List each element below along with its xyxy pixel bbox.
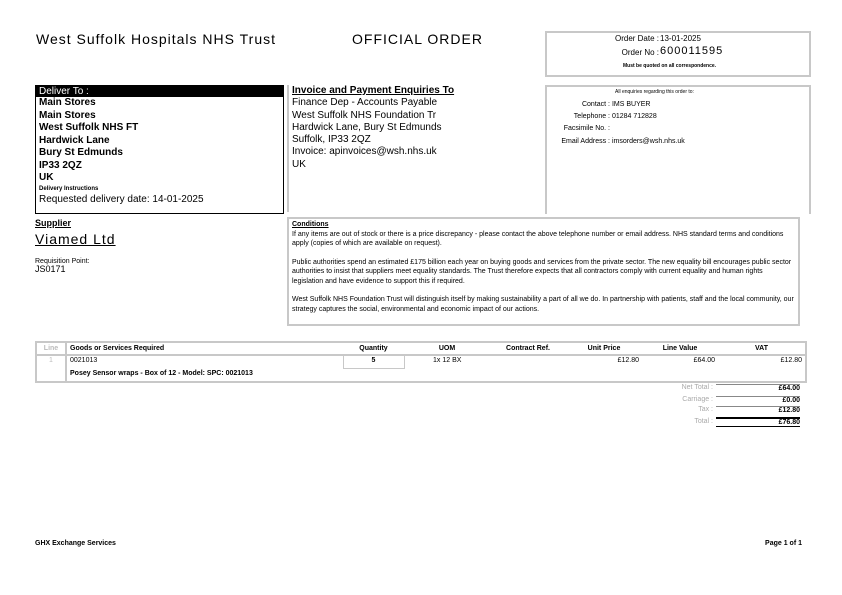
item-vat: £12.80 [780, 357, 802, 364]
invoice-enquiries: Invoice and Payment Enquiries To Finance… [287, 85, 547, 212]
col-unit-price: Unit Price [566, 342, 642, 356]
trust-name: West Suffolk Hospitals NHS Trust [36, 31, 276, 47]
conditions-heading: Conditions [292, 221, 329, 228]
fax-label: Facsimile No. : [563, 125, 610, 132]
line-number: 1 [36, 355, 67, 382]
invoice-line: Invoice: apinvoices@wsh.nhs.uk [292, 146, 437, 158]
table-row-description: Posey Sensor wraps - Box of 12 - Model: … [36, 369, 806, 383]
invoice-line: West Suffolk NHS Foundation Tr [292, 109, 437, 121]
supplier-name: Viamed Ltd [35, 231, 116, 247]
email: imsorders@wsh.nhs.uk [611, 138, 685, 145]
table-header-row: Line Goods or Services Required Quantity… [36, 342, 806, 356]
tax: £12.80 [716, 406, 800, 414]
tax-label: Tax : [698, 406, 713, 413]
item-quantity: 5 [342, 354, 405, 369]
conditions-paragraph: West Suffolk NHS Foundation Trust will d… [292, 296, 794, 313]
total-label: Total : [694, 418, 713, 425]
requisition-point: JS0171 [35, 264, 66, 274]
item-uom: 1x 12 BX [433, 357, 462, 364]
carriage: £0.00 [716, 396, 800, 404]
contact-label: Contact : [581, 101, 610, 108]
col-goods: Goods or Services Required [66, 342, 343, 356]
supplier-heading: Supplier [35, 218, 72, 228]
col-vat: VAT [718, 342, 806, 356]
deliver-to-box: Deliver To : Main Stores Main Stores Wes… [35, 85, 284, 214]
deliver-line: IP33 2QZ [39, 159, 82, 171]
document-title: OFFICIAL ORDER [352, 31, 483, 47]
col-line: Line [36, 342, 67, 356]
conditions-paragraph: If any items are out of stock or there i… [292, 230, 784, 248]
order-date: 13-01-2025 [660, 34, 701, 43]
order-info-box: Order Date : 13-01-2025 Order No : 60001… [545, 31, 811, 77]
delivery-instructions-label: Delivery Instructions [39, 185, 99, 192]
telephone: 01284 712828 [611, 113, 657, 120]
requisition-label: Requisition Point: [35, 258, 90, 265]
deliver-line: Main Stores [39, 109, 96, 121]
order-date-label: Order Date : [614, 34, 659, 43]
conditions-box: Conditions If any items are out of stock… [287, 217, 800, 326]
invoice-heading: Invoice and Payment Enquiries To [292, 85, 455, 96]
email-label: Email Address : [561, 138, 610, 145]
page-number: Page 1 of 1 [765, 540, 802, 547]
invoice-line: UK [292, 158, 306, 170]
order-note: Must be quoted on all correspondence. [623, 63, 717, 69]
delivery-instructions: Requested delivery date: 14-01-2025 [39, 193, 204, 205]
col-line-value: Line Value [642, 342, 718, 356]
item-description: Posey Sensor wraps - Box of 12 - Model: … [70, 370, 253, 377]
item-unit-price: £12.80 [617, 357, 639, 364]
invoice-line: Finance Dep - Accounts Payable [292, 97, 438, 109]
contact-name: IMS BUYER [611, 101, 651, 108]
supplier-section: Supplier Viamed Ltd Requisition Point: J… [35, 218, 116, 274]
col-uom: UOM [404, 342, 490, 356]
item-contract-ref [490, 355, 566, 369]
deliver-line: UK [39, 172, 54, 183]
col-quantity: Quantity [343, 342, 404, 356]
invoice-line: Hardwick Lane, Bury St Edmunds [292, 121, 442, 133]
order-items-table: Line Goods or Services Required Quantity… [35, 341, 807, 383]
deliver-line: Main Stores [39, 97, 96, 108]
net-total-label: Net Total : [681, 384, 713, 391]
telephone-label: Telephone : [573, 113, 610, 120]
order-number: 600011595 [660, 45, 724, 57]
item-code: 0021013 [70, 357, 98, 364]
item-line-value: £64.00 [693, 357, 715, 364]
table-row: 1 0021013 5 1x 12 BX £12.80 £64.00 £12.8… [36, 354, 806, 382]
footer-provider: GHX Exchange Services [35, 540, 116, 547]
conditions-paragraph: Public authorities spend an estimated £1… [292, 258, 792, 285]
col-contract-ref: Contract Ref. [490, 342, 566, 356]
carriage-label: Carriage : [682, 396, 713, 403]
contact-heading: All enquiries regarding this order to: [615, 89, 694, 95]
deliver-heading: Deliver To : [36, 86, 283, 97]
deliver-line: Bury St Edmunds [39, 147, 123, 158]
net-total: £64.00 [716, 384, 800, 392]
deliver-line: West Suffolk NHS FT [39, 122, 139, 133]
order-no-label: Order No : [621, 48, 659, 57]
invoice-line: Suffolk, IP33 2QZ [292, 134, 371, 146]
contact-box: All enquiries regarding this order to: C… [545, 85, 811, 214]
deliver-line: Hardwick Lane [39, 134, 110, 146]
grand-total: £76.80 [716, 417, 800, 427]
